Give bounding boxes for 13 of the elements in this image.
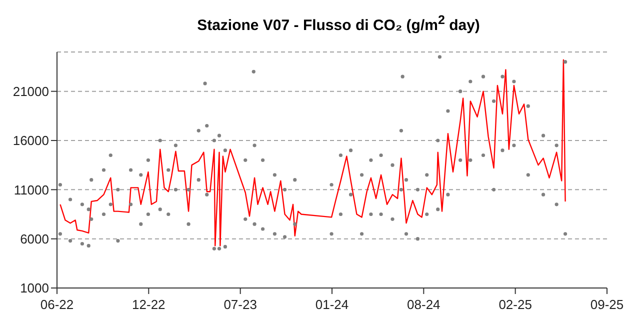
y-tick-label: 11000: [14, 182, 49, 198]
y-tick-label: 6000: [20, 231, 49, 246]
y-tick-label: 16000: [12, 133, 49, 148]
x-tick-label: 07-23: [224, 297, 257, 312]
x-tick-label: 08-24: [407, 297, 440, 312]
x-tick-label: 02-25: [498, 297, 532, 312]
x-tick-label: 09-25: [590, 297, 624, 312]
x-tick-label: 01-24: [315, 297, 349, 312]
chart-title: Stazione V07 - Flusso di CO₂ (g/m$^{2}$ day): [196, 12, 481, 34]
y-tick-label: 21000: [12, 84, 49, 99]
y-tick-label: 1000: [20, 280, 49, 296]
x-tick-label: 06-22: [40, 297, 74, 312]
x-tick-label: 12-22: [132, 297, 166, 312]
